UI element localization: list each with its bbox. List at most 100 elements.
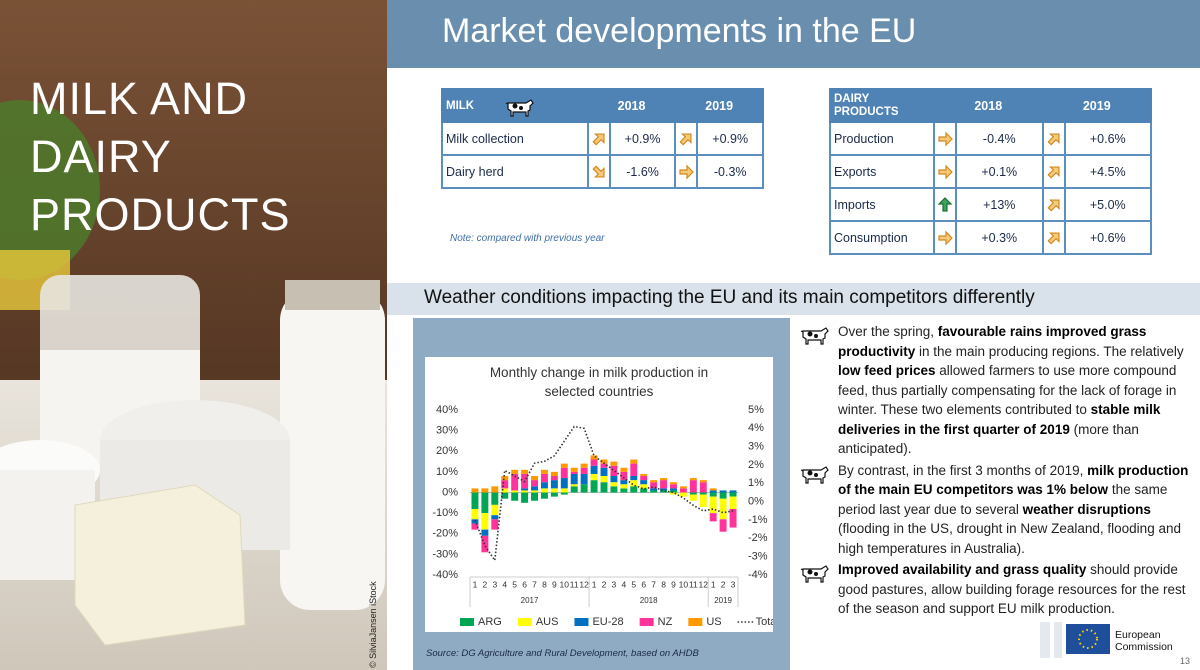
bar-segment [550, 480, 558, 489]
chart-box: -40% -30% -20% -10% 0% 10% 20% 30% 40% -4% -3% -2% -… [425, 357, 773, 632]
bar-segment [481, 492, 489, 514]
x-tick-label: 3 [731, 579, 736, 589]
x-tick-label: 7 [532, 579, 537, 589]
bold-text: milk production of the main EU competito… [838, 462, 1189, 498]
table-note: Note: compared with previous year [450, 233, 605, 244]
bullet: Improved availability and grass quality … [800, 560, 1196, 619]
y-tick-label: 30% [436, 425, 458, 437]
bar-segment [709, 492, 717, 497]
bar-segment [729, 509, 737, 528]
cell-value: +4.5% [1063, 154, 1152, 189]
arrow [587, 160, 610, 183]
bar-segment [719, 498, 727, 520]
bar-segment [670, 484, 677, 489]
bar-segment [550, 492, 558, 497]
bar-segment [501, 476, 509, 481]
bar-segment [640, 473, 648, 476]
table-header-cell: DAIRY PRODUCTS [829, 88, 935, 123]
arrow [937, 164, 953, 180]
bar-segment [580, 473, 588, 485]
cell-value: +0.3% [955, 220, 1044, 255]
bar-segment [650, 490, 658, 493]
bar-segment [540, 469, 548, 474]
bar-segment [630, 480, 638, 487]
bar-segment [610, 465, 618, 476]
trend-icon [674, 154, 699, 189]
bar-segment [471, 523, 479, 530]
bar-segment [521, 469, 529, 474]
bullet: Over the spring, favourable rains improv… [800, 322, 1196, 459]
text: should provide good pastures, allow buil… [838, 562, 1186, 616]
bar-segment [600, 476, 608, 483]
bar-segment [630, 476, 638, 481]
bar-segment [689, 494, 697, 501]
y2-tick-label: 3% [748, 441, 764, 453]
bar-segment [610, 461, 618, 466]
x-tick-label: 11 [570, 579, 579, 589]
legend-label: AUS [536, 616, 559, 628]
background-photo [0, 0, 387, 670]
bold-text: low feed prices [838, 363, 936, 378]
x-tick-label: 5 [512, 579, 517, 589]
legend-swatch [574, 618, 589, 626]
bar-segment [540, 488, 548, 493]
bar-segment [709, 513, 717, 522]
bold-text: weather disruptions [1022, 501, 1151, 517]
bar-segment [620, 484, 628, 489]
bar-segment [521, 492, 529, 503]
trend-icon [1041, 220, 1066, 255]
x-tick-label: 3 [492, 579, 497, 589]
bar-segment [640, 480, 648, 485]
x-tick-label: 3 [612, 579, 617, 589]
legend-swatch [639, 618, 654, 626]
bold-text: favourable rains improved grass producti… [838, 324, 1147, 359]
bar-segment [511, 490, 519, 493]
x-tick-label: 4 [502, 579, 507, 589]
header-title: Market developments in the EU [442, 12, 917, 50]
bar-segment [560, 467, 568, 479]
total-line [474, 425, 734, 563]
bar-segment [560, 488, 568, 493]
cell-value: -1.6% [608, 154, 677, 189]
bar-segment [491, 519, 499, 530]
x-tick-label: 1 [711, 579, 716, 589]
bar-segment [501, 488, 509, 493]
text: the same period last year due to several [838, 482, 1168, 517]
bar-segment [570, 473, 578, 485]
bar-segment [570, 471, 578, 474]
bar-segment [590, 459, 598, 466]
bar-segment [481, 535, 489, 553]
text: Over the spring, [838, 324, 938, 339]
x-tick-label: 9 [552, 579, 557, 589]
table-row: Consumption +0.3% +0.6% [829, 220, 1152, 255]
bar-segment [679, 486, 687, 489]
y-tick-label: -40% [432, 569, 458, 581]
row-label: Dairy herd [441, 154, 589, 189]
legend-label: Total [756, 616, 773, 628]
bar-segment [630, 459, 638, 464]
bar-segment [550, 476, 558, 481]
bar-segment [630, 463, 638, 476]
row-label: Production [829, 121, 935, 156]
bar-segment [590, 473, 598, 481]
cell-value: +0.9% [608, 121, 677, 156]
bar-segment [719, 490, 727, 493]
x-tick-label: 12 [699, 579, 709, 589]
bar-segment [570, 486, 578, 493]
bar-segment [620, 480, 628, 485]
bar-segment [670, 490, 677, 493]
table-row: Exports +0.1% +4.5% [829, 154, 1152, 189]
chart-title: Monthly change in milk production in sel… [489, 365, 709, 399]
x-tick-label: 8 [661, 579, 666, 589]
bar-segment [699, 482, 707, 493]
bold-text: Improved availability and grass quality [838, 562, 1087, 577]
bar-segment [620, 471, 628, 481]
cow-icon [800, 561, 830, 583]
legend-swatch [688, 618, 703, 626]
cell-value: +0.1% [955, 154, 1044, 189]
table-row: Imports +13% +5.0% [829, 187, 1152, 222]
table-header: MILK 2018 2019 [441, 88, 764, 123]
bar-segment [640, 476, 648, 481]
cell-value: +0.6% [1063, 121, 1152, 156]
